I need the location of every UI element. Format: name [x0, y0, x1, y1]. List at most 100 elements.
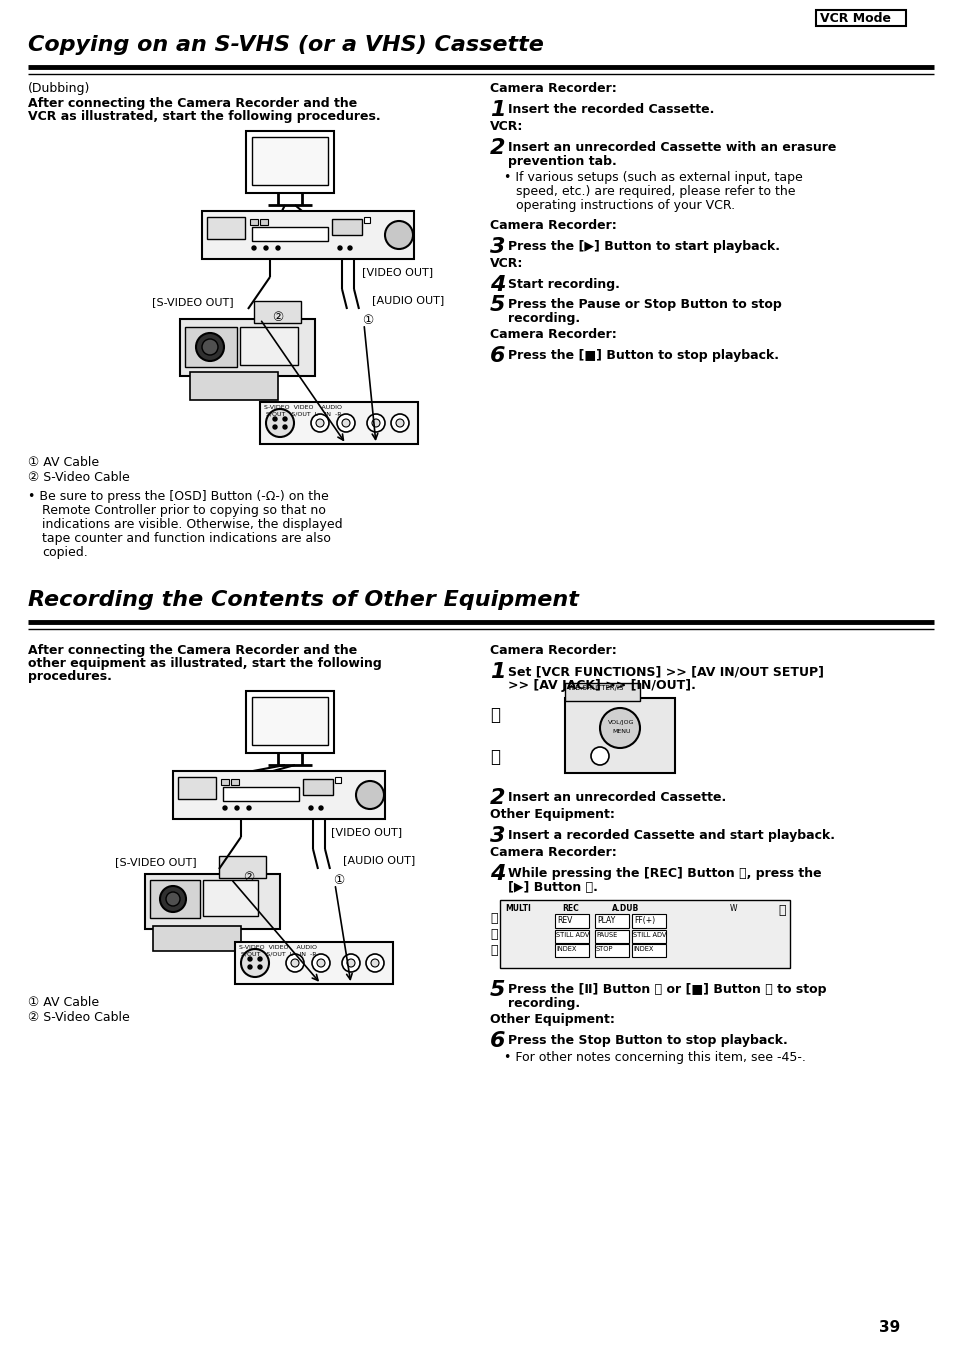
Text: Other Equipment:: Other Equipment:	[490, 808, 615, 822]
Text: Press the [■] Button to stop playback.: Press the [■] Button to stop playback.	[507, 349, 779, 362]
Text: ⓘ: ⓘ	[778, 904, 784, 917]
Bar	[219, 857, 266, 878]
Circle shape	[247, 805, 251, 809]
Text: Camera Recorder:: Camera Recorder:	[490, 219, 616, 232]
Circle shape	[241, 948, 269, 977]
Text: PAUSE: PAUSE	[596, 932, 617, 938]
Text: Insert an unrecorded Cassette.: Insert an unrecorded Cassette.	[507, 791, 725, 804]
Text: ① AV Cable: ① AV Cable	[28, 996, 99, 1009]
Bar	[190, 372, 277, 399]
Bar	[595, 944, 628, 956]
Circle shape	[283, 425, 287, 429]
Text: copied.: copied.	[42, 546, 88, 558]
Bar	[254, 301, 301, 322]
Circle shape	[366, 954, 384, 973]
Bar	[595, 929, 628, 943]
Text: 5: 5	[490, 979, 505, 1000]
Text: After connecting the Camera Recorder and the: After connecting the Camera Recorder and…	[28, 97, 356, 111]
Text: INDEX: INDEX	[633, 946, 653, 952]
Text: ② S-Video Cable: ② S-Video Cable	[28, 1010, 130, 1024]
Text: Set [VCR FUNCTIONS] >> [AV IN/OUT SETUP]: Set [VCR FUNCTIONS] >> [AV IN/OUT SETUP]	[507, 665, 823, 679]
Circle shape	[337, 246, 341, 250]
Text: 4: 4	[490, 863, 505, 884]
Text: Remote Controller prior to copying so that no: Remote Controller prior to copying so th…	[42, 505, 326, 517]
Text: [VIDEO OUT]: [VIDEO OUT]	[361, 267, 433, 277]
Bar	[595, 915, 628, 928]
Bar	[246, 131, 334, 193]
Circle shape	[248, 956, 252, 960]
Circle shape	[257, 956, 262, 960]
Bar	[145, 874, 280, 929]
Bar	[178, 777, 215, 799]
Bar	[555, 915, 588, 928]
Text: [S-VIDEO OUT]: [S-VIDEO OUT]	[115, 857, 196, 867]
Text: • If various setups (such as external input, tape: • If various setups (such as external in…	[503, 171, 801, 183]
Text: Insert a recorded Cassette and start playback.: Insert a recorded Cassette and start pla…	[507, 830, 834, 842]
Text: Camera Recorder:: Camera Recorder:	[490, 643, 616, 657]
Text: W: W	[729, 904, 737, 913]
Bar	[260, 402, 417, 444]
Circle shape	[257, 965, 262, 969]
Circle shape	[273, 425, 276, 429]
Text: Press the Pause or Stop Button to stop: Press the Pause or Stop Button to stop	[507, 298, 781, 312]
Bar	[631, 915, 665, 928]
Circle shape	[275, 246, 280, 250]
Bar	[172, 772, 385, 819]
Text: S-VIDEO  VIDEO    AUDIO: S-VIDEO VIDEO AUDIO	[239, 946, 316, 950]
Circle shape	[309, 805, 313, 809]
Bar	[252, 227, 328, 241]
Circle shape	[385, 221, 413, 250]
Bar	[332, 219, 361, 235]
Circle shape	[195, 333, 224, 362]
Text: >> [AV JACK] >> [IN/OUT].: >> [AV JACK] >> [IN/OUT].	[507, 679, 695, 692]
Text: A.DUB: A.DUB	[612, 904, 639, 913]
Text: 5: 5	[490, 295, 505, 316]
Bar	[303, 778, 333, 795]
Bar	[815, 9, 905, 26]
Text: 1: 1	[490, 662, 505, 683]
Text: While pressing the [REC] Button ⓘ, press the: While pressing the [REC] Button ⓘ, press…	[507, 867, 821, 880]
Text: Other Equipment:: Other Equipment:	[490, 1013, 615, 1027]
Bar	[564, 683, 639, 701]
Bar	[231, 778, 239, 785]
Text: FF(+): FF(+)	[634, 916, 655, 925]
Bar	[252, 697, 328, 745]
Circle shape	[160, 886, 186, 912]
Text: ② S-Video Cable: ② S-Video Cable	[28, 471, 130, 484]
Bar	[150, 880, 200, 919]
Text: ②: ②	[272, 312, 283, 324]
Circle shape	[234, 805, 239, 809]
Bar	[564, 697, 675, 773]
Text: Camera Recorder:: Camera Recorder:	[490, 846, 616, 859]
Text: ⓟ: ⓟ	[490, 747, 499, 766]
Text: ⓥ: ⓥ	[490, 944, 497, 956]
Text: 39: 39	[878, 1321, 899, 1336]
Circle shape	[202, 339, 218, 355]
Bar	[240, 326, 297, 366]
Text: ①: ①	[333, 874, 344, 888]
Text: 3: 3	[490, 826, 505, 846]
Text: 3: 3	[490, 237, 505, 258]
Text: [▶] Button ⓣ.: [▶] Button ⓣ.	[507, 881, 598, 894]
Text: 6: 6	[490, 345, 505, 366]
Text: 6: 6	[490, 1031, 505, 1051]
Circle shape	[341, 420, 350, 428]
Bar	[631, 944, 665, 956]
Text: • For other notes concerning this item, see -45-.: • For other notes concerning this item, …	[503, 1051, 805, 1064]
Text: Camera Recorder:: Camera Recorder:	[490, 82, 616, 94]
Bar	[499, 900, 789, 969]
Text: other equipment as illustrated, start the following: other equipment as illustrated, start th…	[28, 657, 381, 670]
Circle shape	[273, 417, 276, 421]
Bar	[555, 929, 588, 943]
Text: STILL ADV: STILL ADV	[633, 932, 666, 938]
Circle shape	[316, 959, 325, 967]
Bar	[180, 318, 314, 376]
Text: • Be sure to press the [OSD] Button (-Ω-) on the: • Be sure to press the [OSD] Button (-Ω-…	[28, 490, 329, 503]
Text: PLAY: PLAY	[597, 916, 615, 925]
Circle shape	[372, 420, 379, 428]
Text: REC: REC	[561, 904, 578, 913]
Text: Press the [Ⅱ] Button ⓘ or [■] Button ⓣ to stop: Press the [Ⅱ] Button ⓘ or [■] Button ⓣ t…	[507, 983, 825, 996]
Circle shape	[590, 747, 608, 765]
Circle shape	[286, 954, 304, 973]
Circle shape	[291, 959, 298, 967]
